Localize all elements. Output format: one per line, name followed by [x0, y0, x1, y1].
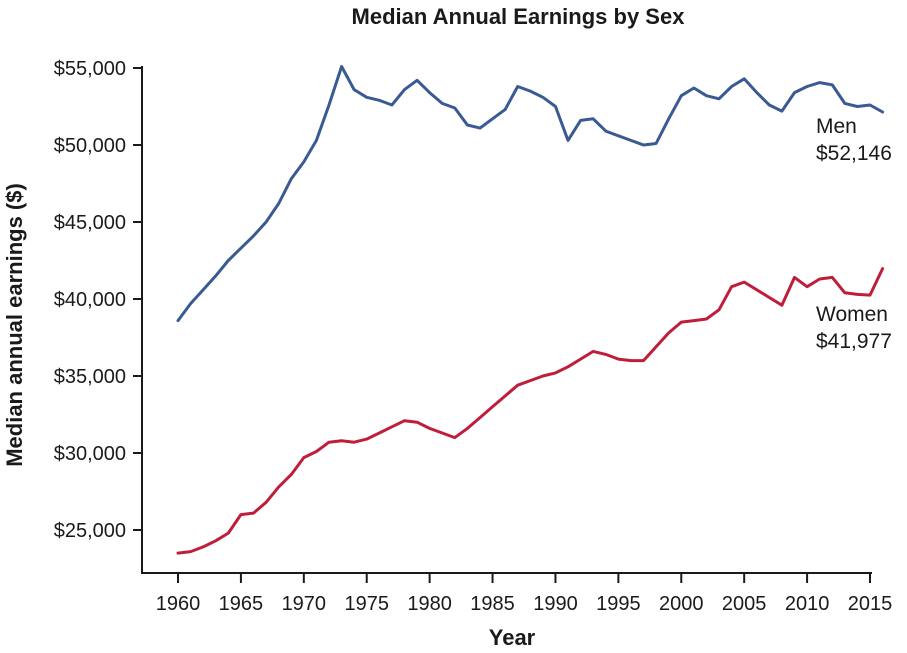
y-tick-label: $25,000 [54, 520, 126, 542]
x-tick-label: 1980 [407, 593, 452, 615]
y-tick-label: $40,000 [54, 289, 126, 311]
x-axis-title: Year [489, 625, 536, 650]
men-series-line [176, 65, 885, 323]
x-tick-label: 2005 [722, 593, 767, 615]
x-tick-label: 1960 [156, 593, 201, 615]
men-series-value: $52,146 [816, 142, 892, 165]
x-tick-label: 2000 [659, 593, 704, 615]
x-tick-label: 1975 [344, 593, 389, 615]
data-series-lines [176, 65, 885, 555]
x-axis-ticks: 1960 1965 1970 1975 1980 1985 1990 1995 2000 2005… [156, 573, 893, 615]
y-tick-label: $50,000 [54, 135, 126, 157]
y-tick-label: $30,000 [54, 443, 126, 465]
women-series-value: $41,977 [816, 330, 892, 353]
x-tick-label: 1990 [533, 593, 578, 615]
women-series-line [176, 267, 885, 555]
chart-title: Median Annual Earnings by Sex [352, 4, 686, 29]
men-series-label: Men [816, 115, 857, 138]
x-tick-label: 1970 [282, 593, 327, 615]
women-series-label: Women [816, 303, 888, 326]
x-tick-label: 2015 [848, 593, 893, 615]
y-axis-ticks: $55,000 $50,000 $45,000 $40,000 $35,000 $30,0… [54, 58, 142, 542]
x-tick-label: 1985 [470, 593, 515, 615]
x-tick-label: 2010 [785, 593, 830, 615]
x-tick-label: 1995 [596, 593, 641, 615]
y-tick-label: $45,000 [54, 212, 126, 234]
x-tick-label: 1965 [219, 593, 264, 615]
y-tick-label: $55,000 [54, 58, 126, 80]
y-axis-title: Median annual earnings ($) [2, 183, 27, 467]
y-tick-label: $35,000 [54, 366, 126, 388]
